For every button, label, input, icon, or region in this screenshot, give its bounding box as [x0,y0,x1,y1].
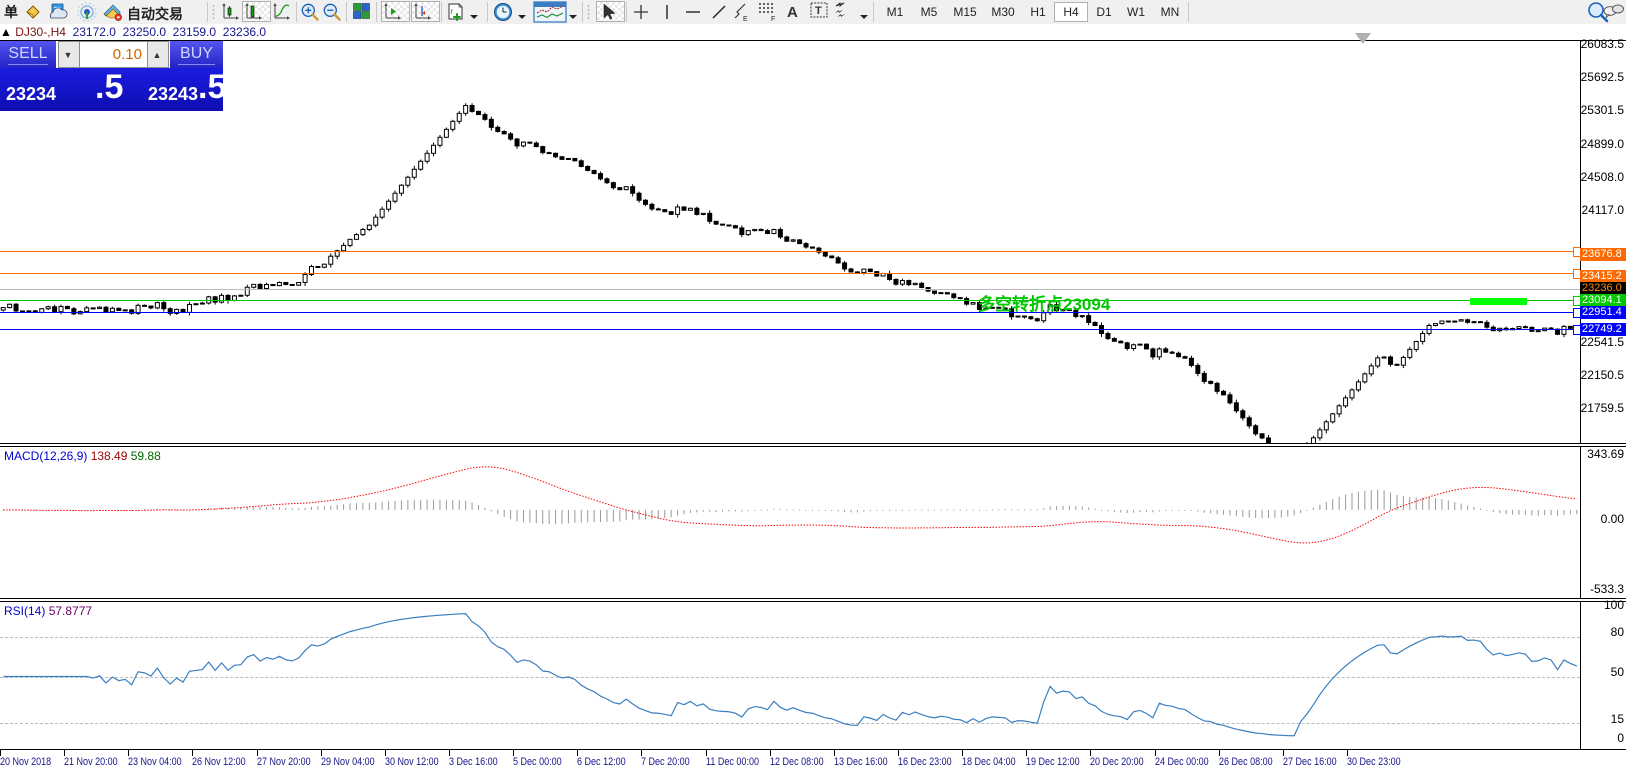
svg-text:单: 单 [4,4,18,20]
svg-text:T: T [815,5,822,17]
svg-text:A: A [787,4,798,21]
svg-text:F: F [771,16,775,22]
svg-text:E: E [743,16,748,22]
